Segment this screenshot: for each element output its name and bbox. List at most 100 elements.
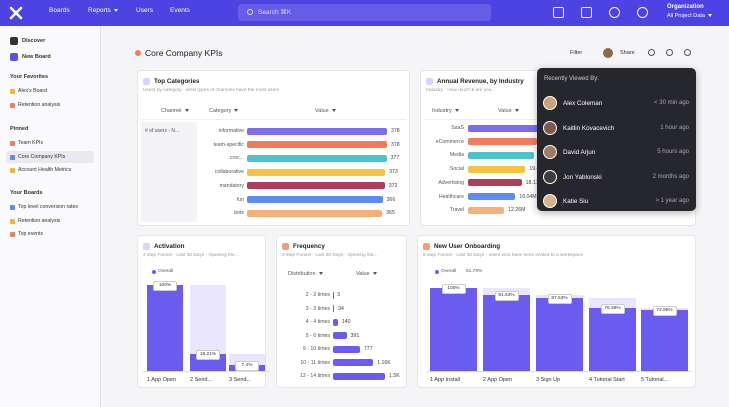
toolbar-icon[interactable] [648,49,655,56]
value-label: 34 [338,305,344,312]
funnel-category: 3 Sign Up [536,377,561,383]
column-header[interactable]: Value [356,271,377,277]
column-header[interactable]: Distribution [288,271,323,277]
nav-icon[interactable] [553,7,564,18]
column-header[interactable]: Value [315,108,336,114]
org: Organization [667,4,704,10]
project: All Project Data [667,13,712,19]
bar [468,138,537,146]
sidebar-item[interactable]: Top events [18,231,44,237]
viewer-time: 5 hours ago [657,149,689,155]
sidebar-item[interactable]: Core Company KPIs [18,153,66,160]
card-title: Activation [154,243,185,250]
funnel-value-label: 72.95% [652,306,677,317]
card-title: New User Onboarding [434,243,501,250]
sidebar-item[interactable]: Alex's Board [18,88,47,94]
nav-icon[interactable] [581,7,592,18]
nav-item[interactable]: Events [170,7,190,14]
sidebar [0,26,101,407]
legend-label: Overall [158,269,174,274]
funnel-value-label: 87.53% [547,294,572,305]
card-subtitle: Industry - How much $ are you... [426,88,496,93]
share[interactable]: Share [620,50,635,56]
category-label: Healthcare [438,193,464,200]
nav-icon[interactable] [609,7,620,18]
value-label: 1.16K [377,359,391,366]
column-header[interactable]: Channel [161,108,189,114]
viewer-name: Alex Coleman [563,100,603,107]
category-label: 3 - 3 times [305,305,330,312]
viewer-avatar [543,96,557,110]
bar [333,305,335,312]
search-text: Search ⌘K [258,9,292,16]
toolbar-icon[interactable] [666,49,673,56]
sidebar-icon [10,37,18,45]
card-icon [423,243,430,250]
sidebar-item[interactable]: Retention analysis [18,101,61,108]
card-subtitle: 3 step Funnel - Last 30 Days - Opening t… [143,253,239,258]
sidebar-item[interactable]: Top level conversion rates [18,204,78,210]
nav-item[interactable]: Boards [49,7,70,14]
search-icon [247,9,253,15]
bar [247,154,387,162]
funnel-bar [536,298,583,371]
funnel-category: 2 App Open [483,377,513,383]
category-label: 12 - 14 times [300,373,330,379]
card-title: Top Categories [154,78,200,85]
column-header[interactable]: Value [498,108,519,114]
sidebar-item[interactable]: Team KPIs [18,140,44,146]
funnel-value-label: 100% [153,281,177,291]
logo[interactable] [9,6,23,20]
bar [468,151,535,159]
filter[interactable]: Filter [570,50,583,56]
viewer-avatar [543,194,557,208]
value-label: 365 [386,210,395,217]
funnel-baseline [143,371,269,372]
nav-bar [0,0,729,26]
category-label: croc... [229,155,244,162]
funnel-value-label: 76.38% [600,303,625,314]
bar [333,359,374,366]
card-title: Frequency [293,243,325,250]
value-label: 391 [350,332,360,339]
toolbar-icon[interactable] [684,49,691,56]
category-label: team-specific [213,141,244,148]
card-subtitle: 3 step Funnel - Last 30 Days - Opening t… [282,253,378,258]
category-label: mandatory [219,182,244,189]
card-subtitle: Users by category - what types of channe… [143,88,280,93]
bar [333,345,360,353]
bar [247,141,387,149]
nav-item[interactable]: Users [136,7,153,14]
popup-title: Recently Viewed By: [544,76,599,82]
bar [468,124,543,132]
category-label: bots [234,210,244,217]
sidebar-section-title[interactable]: Pinned [10,126,29,132]
value-label: 366 [386,196,396,203]
funnel-bar [589,307,636,371]
bar [333,332,347,339]
viewer-name: Jon Yablonski [563,173,602,181]
sidebar-top-item[interactable]: Discover [22,38,46,44]
sidebar-top-item[interactable]: New Board [22,54,51,60]
bar [468,206,505,214]
search-box[interactable] [238,4,491,21]
value-label: 140 [341,319,351,325]
bar [247,168,386,176]
card-icon [426,78,433,85]
nav-item[interactable]: Reports [88,7,118,14]
value-label: 373 [389,169,398,176]
sidebar-item[interactable]: Account Health Metrics [18,167,72,173]
nav-icon[interactable] [637,7,648,18]
column-header[interactable]: Industry [432,108,459,114]
legend-dot [152,270,156,274]
column-header[interactable]: Category [209,108,238,114]
legend-label: Overall [441,269,457,274]
category-label: SaaS [451,125,464,131]
sidebar-item[interactable]: Retention analysis [18,217,61,224]
avatar[interactable] [603,48,613,58]
sidebar-section-title[interactable]: Your Favorites [10,74,49,80]
sidebar-section-title[interactable]: Your Boards [10,190,43,196]
value-label: 372 [388,182,398,189]
funnel-baseline [426,371,692,372]
sidebar-item-icon [10,205,15,210]
